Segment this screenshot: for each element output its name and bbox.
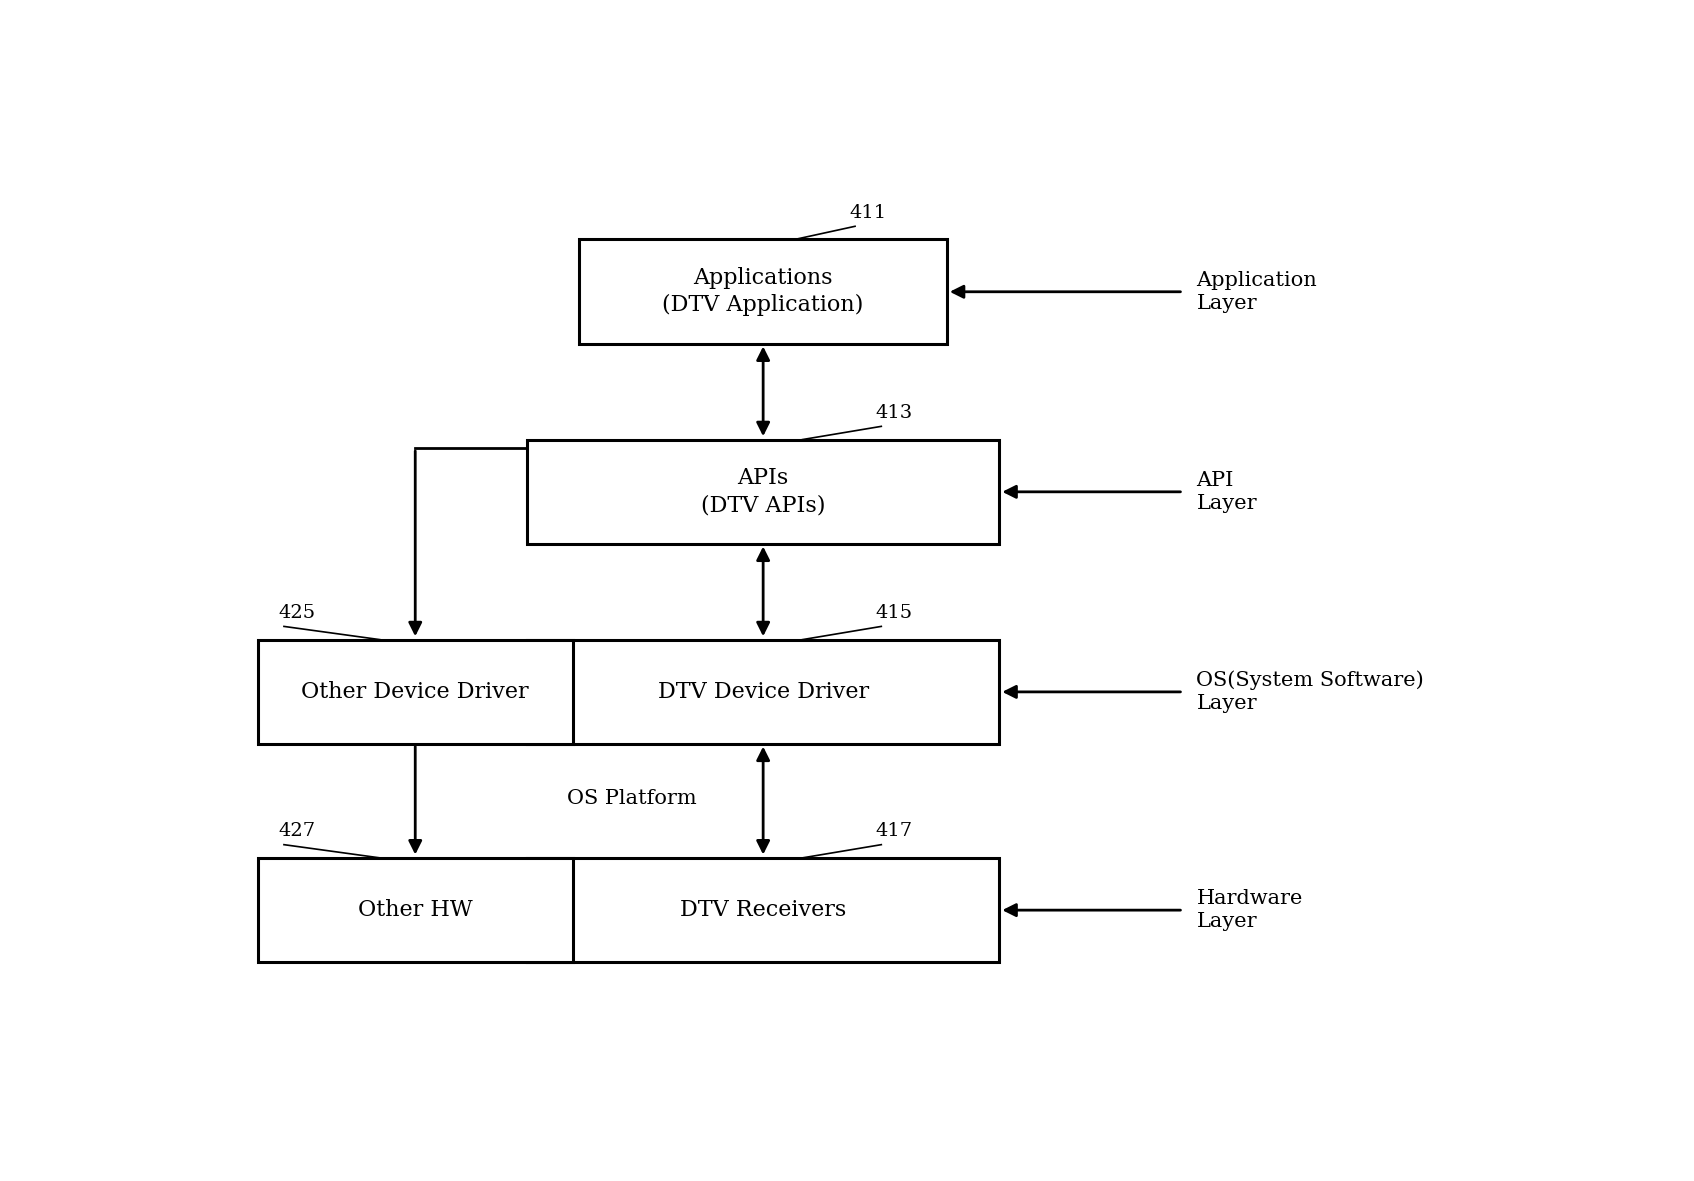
Text: API
Layer: API Layer	[1196, 470, 1257, 513]
Text: 425: 425	[278, 603, 315, 622]
Text: OS(System Software)
Layer: OS(System Software) Layer	[1196, 671, 1425, 713]
Text: DTV Receivers: DTV Receivers	[679, 899, 847, 921]
Text: APIs
(DTV APIs): APIs (DTV APIs)	[701, 468, 825, 516]
Text: Applications
(DTV Application): Applications (DTV Application)	[662, 267, 864, 317]
Bar	[527, 439, 999, 544]
Text: OS Platform: OS Platform	[567, 789, 696, 808]
Text: Other HW: Other HW	[357, 899, 473, 921]
Text: Hardware
Layer: Hardware Layer	[1196, 889, 1303, 932]
Text: 411: 411	[850, 204, 886, 222]
Text: Other Device Driver: Other Device Driver	[302, 681, 529, 703]
Text: DTV Device Driver: DTV Device Driver	[657, 681, 869, 703]
Bar	[527, 640, 999, 744]
Text: 415: 415	[876, 603, 913, 622]
Bar	[579, 240, 947, 344]
Bar	[527, 857, 999, 963]
Text: 417: 417	[876, 822, 913, 840]
Text: Application
Layer: Application Layer	[1196, 270, 1318, 313]
Text: 413: 413	[876, 404, 913, 422]
Bar	[257, 640, 573, 744]
Bar	[257, 857, 573, 963]
Text: 427: 427	[278, 822, 315, 840]
